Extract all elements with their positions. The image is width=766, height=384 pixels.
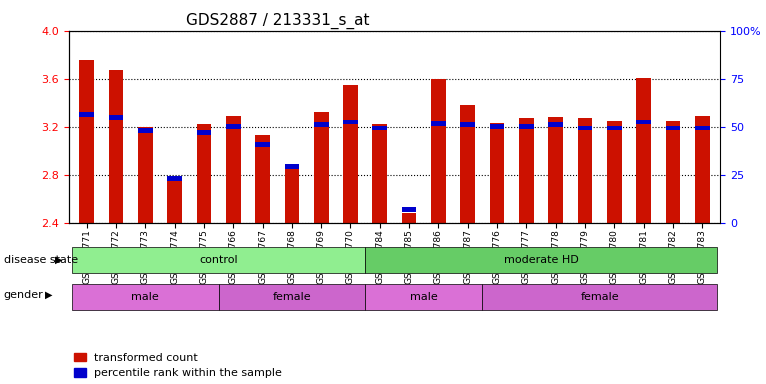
Legend: transformed count, percentile rank within the sample: transformed count, percentile rank withi…	[74, 353, 283, 379]
Bar	[255, 135, 270, 223]
Text: ▶: ▶	[55, 255, 63, 265]
Bar	[79, 112, 94, 117]
Bar	[519, 124, 534, 129]
Bar	[343, 119, 358, 124]
Bar	[607, 126, 622, 130]
Bar	[637, 119, 651, 124]
Bar	[79, 60, 94, 223]
Bar	[109, 70, 123, 223]
Bar	[666, 126, 680, 130]
Bar	[138, 128, 152, 133]
Bar	[314, 122, 329, 127]
Bar	[607, 121, 622, 223]
Bar	[489, 123, 505, 223]
Bar	[167, 181, 182, 223]
Bar	[519, 118, 534, 223]
Bar	[548, 117, 563, 223]
Text: gender: gender	[4, 290, 44, 300]
FancyBboxPatch shape	[365, 247, 717, 273]
Bar	[548, 122, 563, 127]
Bar	[489, 124, 505, 129]
Bar	[578, 126, 592, 130]
Bar	[226, 116, 241, 223]
Bar	[372, 126, 387, 130]
Bar	[402, 213, 417, 223]
Text: ▶: ▶	[45, 290, 53, 300]
FancyBboxPatch shape	[72, 247, 365, 273]
Bar	[226, 124, 241, 129]
Text: disease state: disease state	[4, 255, 78, 265]
FancyBboxPatch shape	[365, 284, 483, 310]
Bar	[402, 207, 417, 212]
Bar	[578, 118, 592, 223]
Bar	[109, 115, 123, 119]
FancyBboxPatch shape	[72, 284, 218, 310]
Bar	[284, 164, 300, 169]
Text: control: control	[199, 255, 237, 265]
Bar	[666, 121, 680, 223]
Bar	[460, 105, 475, 223]
Bar	[695, 116, 710, 223]
Bar	[138, 127, 152, 223]
Bar	[695, 126, 710, 130]
Text: female: female	[581, 291, 619, 302]
Bar	[284, 169, 300, 223]
Bar	[197, 124, 211, 223]
Text: GDS2887 / 213331_s_at: GDS2887 / 213331_s_at	[186, 13, 370, 29]
Bar	[167, 176, 182, 181]
Bar	[343, 85, 358, 223]
Text: moderate HD: moderate HD	[504, 255, 578, 265]
Bar	[372, 124, 387, 223]
Bar	[255, 142, 270, 147]
Bar	[431, 121, 446, 126]
FancyBboxPatch shape	[483, 284, 717, 310]
Bar	[637, 78, 651, 223]
Bar	[197, 130, 211, 135]
Bar	[431, 79, 446, 223]
Text: male: male	[131, 291, 159, 302]
Text: male: male	[410, 291, 437, 302]
FancyBboxPatch shape	[218, 284, 365, 310]
Bar	[314, 113, 329, 223]
Bar	[460, 122, 475, 127]
Text: female: female	[273, 291, 311, 302]
